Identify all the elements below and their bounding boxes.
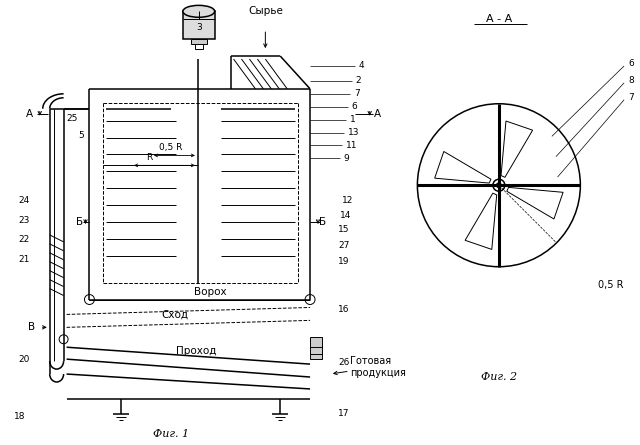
Text: 20: 20 [18, 355, 29, 364]
Text: Ворох: Ворох [195, 287, 227, 296]
Text: 26: 26 [338, 358, 349, 367]
Bar [195, 44, 203, 49]
Text: 13: 13 [348, 128, 359, 137]
Text: 14: 14 [340, 210, 351, 219]
Text: 19: 19 [338, 257, 349, 266]
Text: 5: 5 [79, 131, 84, 140]
Text: 6: 6 [628, 58, 634, 68]
Text: 25: 25 [66, 114, 77, 123]
Bar [191, 39, 207, 44]
Text: Фиг. 2: Фиг. 2 [481, 372, 517, 382]
Bar [183, 11, 214, 39]
Circle shape [497, 183, 501, 188]
Text: 2: 2 [356, 77, 362, 85]
Text: 9: 9 [344, 154, 349, 163]
Text: Б: Б [319, 217, 326, 227]
Bar [310, 337, 322, 359]
Text: 0,5 R: 0,5 R [159, 143, 182, 152]
Text: А - А: А - А [486, 14, 512, 24]
Text: 6: 6 [352, 102, 358, 111]
Text: Готовая
продукция: Готовая продукция [350, 356, 406, 378]
Text: 11: 11 [346, 141, 357, 150]
Text: 23: 23 [18, 215, 29, 225]
Text: 1: 1 [350, 115, 356, 124]
Text: Б: Б [76, 217, 83, 227]
Text: 24: 24 [18, 196, 29, 205]
Text: 0,5 R: 0,5 R [598, 279, 623, 290]
Text: 15: 15 [338, 226, 349, 235]
Text: Проход: Проход [176, 346, 216, 356]
Text: 17: 17 [338, 409, 349, 418]
Text: 18: 18 [14, 412, 26, 421]
Text: В: В [28, 322, 35, 332]
Text: А: А [374, 109, 381, 119]
Text: 4: 4 [359, 61, 364, 70]
Text: А: А [26, 109, 33, 119]
Text: 3: 3 [196, 23, 202, 32]
Text: 22: 22 [18, 235, 29, 244]
Text: Фиг. 1: Фиг. 1 [153, 429, 189, 439]
Text: 7: 7 [354, 89, 360, 98]
Text: 16: 16 [338, 305, 349, 314]
Text: Сход: Сход [161, 309, 188, 320]
Text: Сырье: Сырье [248, 6, 283, 16]
Text: 21: 21 [18, 255, 29, 264]
Text: 12: 12 [342, 196, 353, 205]
Circle shape [493, 179, 505, 191]
Text: 8: 8 [628, 77, 634, 85]
Text: 27: 27 [338, 241, 349, 251]
Ellipse shape [183, 5, 214, 17]
Text: 7: 7 [628, 93, 634, 102]
Text: R: R [146, 153, 152, 162]
